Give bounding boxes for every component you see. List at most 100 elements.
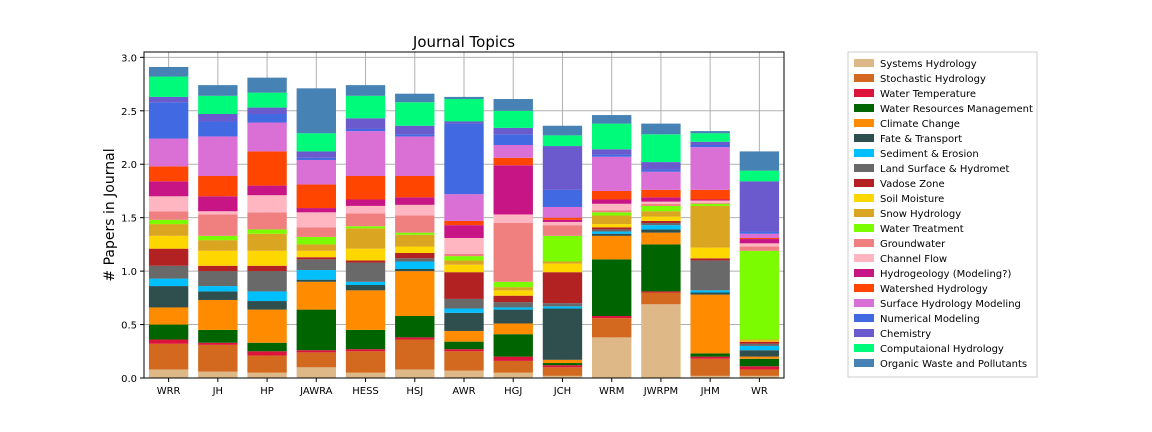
bar-segment (444, 330, 484, 342)
x-tick-label: WRM (599, 386, 624, 397)
bar-segment (542, 306, 583, 309)
bar-segment (542, 221, 583, 226)
bar-segment (739, 151, 780, 171)
y-axis: 0.0 0.5 1.0 1.5 2.0 2.5 3.0 (121, 53, 144, 385)
legend-label: Numerical Modeling (880, 314, 980, 325)
bar-segment (592, 231, 632, 234)
bar-segment (641, 134, 681, 163)
bar-segment (345, 95, 386, 119)
legend-label: Watershed Hydrology (880, 284, 988, 295)
bar-segment (542, 217, 583, 220)
bar-segment (148, 324, 189, 340)
bar-segment (296, 236, 336, 245)
bar-segment (739, 369, 780, 376)
bar-segment (444, 349, 484, 352)
bar-segment (444, 220, 484, 226)
legend-label: Chemistry (880, 329, 931, 340)
bar-segment (247, 185, 287, 196)
bar-segment (247, 151, 287, 186)
bar-segment (247, 265, 287, 272)
bar-segment (690, 205, 730, 248)
bar-segment (395, 252, 435, 259)
bar-segment (690, 189, 730, 200)
legend-swatch (854, 284, 874, 292)
legend-swatch (854, 209, 874, 217)
bar-segment (444, 123, 484, 195)
bar-segment (690, 202, 730, 204)
legend-swatch (854, 179, 874, 187)
bar-segment (198, 85, 238, 96)
bar-segment (444, 237, 484, 255)
bar-segment (493, 157, 533, 166)
bar-segment (739, 340, 780, 342)
bar-segment (247, 113, 287, 123)
bar-segment (739, 233, 780, 238)
x-tick-label: HESS (352, 386, 379, 397)
bar-segment (395, 369, 435, 378)
bar-segment (247, 355, 287, 373)
legend-label: Water Temperature (880, 89, 976, 100)
legend-label: Systems Hydrology (880, 59, 977, 70)
x-tick-label: WRR (157, 386, 181, 397)
bar-segment (542, 263, 583, 273)
bar-segment (641, 205, 681, 212)
bar-segment (493, 110, 533, 128)
bar-segment (345, 226, 386, 229)
bar-segment (395, 339, 435, 370)
bar-segment (542, 135, 583, 147)
bar-segment (247, 77, 287, 93)
bars (148, 66, 780, 378)
bar-segment (690, 247, 730, 259)
bar-segment (148, 96, 189, 103)
bar-segment (493, 134, 533, 145)
bar-segment (641, 244, 681, 292)
bar-segment (148, 278, 189, 287)
bar-segment (493, 287, 533, 291)
bar-segment (592, 316, 632, 319)
bar-segment (247, 250, 287, 266)
bar-segment (345, 205, 386, 214)
bar-segment (542, 365, 583, 368)
bar-segment (148, 339, 189, 344)
bar-segment (198, 291, 238, 300)
bar-segment (493, 144, 533, 158)
bar-segment (690, 260, 730, 291)
bar-segment (247, 342, 287, 352)
bar-segment (395, 204, 435, 216)
bar-segment (592, 235, 632, 260)
legend-label: Hydrogeology (Modeling?) (880, 269, 1011, 280)
bar-segment (641, 229, 681, 233)
bar-segment (739, 358, 780, 367)
bar-segment (690, 203, 730, 206)
bar-segment (542, 189, 583, 207)
bar-segment (296, 159, 336, 185)
bar-segment (493, 223, 533, 282)
x-tick-label: HP (260, 386, 274, 397)
bar-segment (444, 298, 484, 309)
bar-segment (444, 312, 484, 331)
x-tick-label: HSJ (406, 386, 423, 397)
bar-segment (592, 212, 632, 216)
legend-swatch (854, 224, 874, 232)
bar-segment (444, 260, 484, 265)
y-tick-label: 2.5 (121, 107, 137, 118)
bar-segment (296, 208, 336, 213)
bar-segment (296, 257, 336, 260)
bar-segment (690, 131, 730, 134)
x-tick-label: JHM (700, 386, 720, 397)
bar-segment (493, 334, 533, 357)
bar-segment (690, 199, 730, 201)
bar-segment (739, 231, 780, 234)
legend-label: Fate & Transport (880, 134, 962, 145)
bar-segment (690, 353, 730, 357)
bar-segment (542, 272, 583, 304)
bar-segment (345, 290, 386, 330)
bar-segment (542, 225, 583, 236)
bar-segment (493, 281, 533, 288)
bar-segment (592, 227, 632, 230)
bar-segment (395, 268, 435, 272)
bar-segment (296, 212, 336, 228)
bar-segment (690, 147, 730, 190)
bar-segment (198, 271, 238, 287)
legend-label: Sediment & Erosion (880, 149, 979, 160)
